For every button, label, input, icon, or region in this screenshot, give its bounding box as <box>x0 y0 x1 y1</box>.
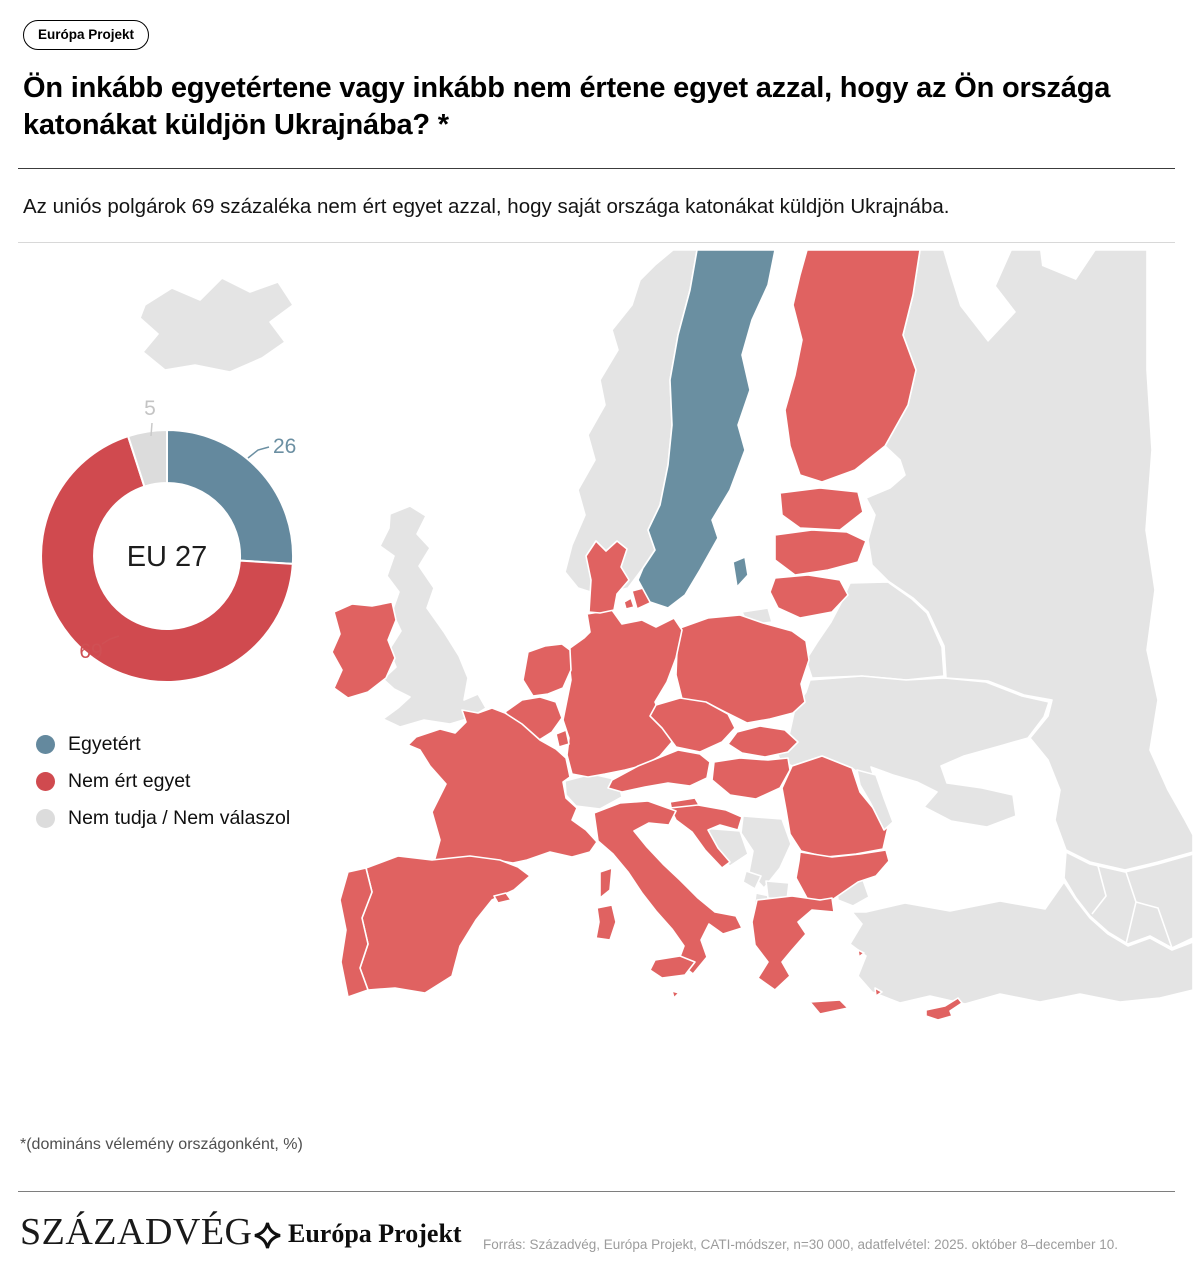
country-serbia <box>740 815 792 889</box>
divider-footer <box>18 1191 1175 1192</box>
country-moldova <box>856 769 894 831</box>
europe-choropleth-map <box>0 249 1193 1110</box>
island-gotland <box>732 556 749 588</box>
europa-projekt-logo-text: Európa Projekt <box>288 1219 462 1248</box>
legend: Egyetért Nem ért egyet Nem tudja / Nem v… <box>36 726 290 837</box>
europa-projekt-star-icon <box>254 1222 281 1254</box>
donut-segment-agree <box>166 428 295 565</box>
legend-label-dk: Nem tudja / Nem válaszol <box>68 807 291 829</box>
country-greece <box>751 895 835 991</box>
country-netherlands <box>522 643 572 697</box>
source-text: Forrás: Századvég, Európa Projekt, CATI-… <box>483 1237 1118 1252</box>
country-czechia <box>649 697 736 753</box>
donut-value-agree: 26 <box>273 435 296 458</box>
island-crete <box>809 999 849 1015</box>
country-latvia <box>774 529 867 576</box>
country-romania <box>781 755 889 858</box>
country-ireland <box>331 601 397 699</box>
country-france <box>407 707 598 864</box>
callout-line-dk <box>150 422 153 437</box>
country-poland <box>675 614 810 724</box>
caucasus-borders <box>1091 865 1173 949</box>
legend-item-agree: Egyetért <box>36 726 290 763</box>
legend-swatch-disagree <box>36 772 55 791</box>
donut-center-label: EU 27 <box>127 541 208 573</box>
legend-label-disagree: Nem ért egyet <box>68 770 191 792</box>
donut-segment-disagree <box>40 434 294 683</box>
subtitle: Az uniós polgárok 69 százaléka nem ért e… <box>23 195 950 218</box>
donut-value-dk: 5 <box>144 397 156 420</box>
island-sardinia <box>595 904 617 941</box>
country-bulgaria <box>795 849 890 901</box>
country-cyprus <box>925 997 963 1021</box>
legend-item-dk: Nem tudja / Nem válaszol <box>36 800 290 837</box>
country-united-kingdom <box>379 505 487 728</box>
island-corsica <box>599 867 613 899</box>
legend-label-agree: Egyetért <box>68 733 141 755</box>
callout-line-disagree <box>101 635 120 645</box>
country-turkey <box>849 881 1193 1005</box>
country-italy <box>593 800 743 975</box>
callout-line-agree <box>247 446 270 459</box>
country-russia <box>865 249 1193 871</box>
footnote: *(domináns vélemény országonként, %) <box>20 1136 303 1153</box>
divider-top <box>18 168 1175 169</box>
map-svg <box>139 249 1193 1021</box>
white-sea <box>943 250 1096 342</box>
country-spain <box>359 855 531 994</box>
country-montenegro <box>742 870 762 890</box>
country-hungary <box>711 757 791 800</box>
island-balearic <box>493 892 512 904</box>
country-luxembourg <box>555 729 570 748</box>
island-aegean <box>857 949 883 997</box>
country-portugal <box>339 867 373 998</box>
country-finland <box>784 249 921 483</box>
island-sicily <box>649 955 696 979</box>
legend-swatch-agree <box>36 735 55 754</box>
country-croatia <box>669 804 743 869</box>
divider-sub <box>18 242 1175 243</box>
country-slovakia <box>727 725 799 758</box>
country-germany <box>562 609 683 778</box>
country-lithuania <box>769 574 849 619</box>
country-denmark <box>585 540 630 614</box>
donut-segment-dk <box>126 428 168 488</box>
donut-value-disagree: 69 <box>79 640 102 663</box>
country-sweden <box>637 249 776 609</box>
country-iceland <box>139 277 294 373</box>
country-estonia <box>779 487 864 531</box>
page-title: Ön inkább egyetértene vagy inkább nem ér… <box>23 72 1111 141</box>
country-malta <box>671 990 680 999</box>
country-austria <box>607 749 711 793</box>
legend-swatch-dk <box>36 809 55 828</box>
country-caucasus <box>1063 851 1193 949</box>
szazadveg-logo: SZÁZADVÉG <box>20 1211 253 1253</box>
donut-chart: EU 27 5 26 69 <box>20 390 320 690</box>
europa-projekt-badge: Európa Projekt <box>23 20 150 50</box>
legend-item-disagree: Nem ért egyet <box>36 763 290 800</box>
donut-svg: EU 27 5 26 69 <box>40 397 296 683</box>
